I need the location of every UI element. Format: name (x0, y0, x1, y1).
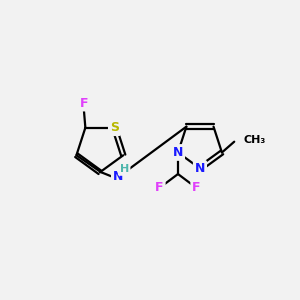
Text: N: N (113, 170, 123, 183)
Text: N: N (173, 146, 183, 159)
Text: F: F (192, 182, 201, 194)
Text: H: H (119, 164, 129, 174)
Text: F: F (80, 97, 88, 110)
Text: N: N (195, 162, 205, 175)
Text: F: F (155, 182, 164, 194)
Text: S: S (110, 121, 119, 134)
Text: CH₃: CH₃ (244, 135, 266, 145)
